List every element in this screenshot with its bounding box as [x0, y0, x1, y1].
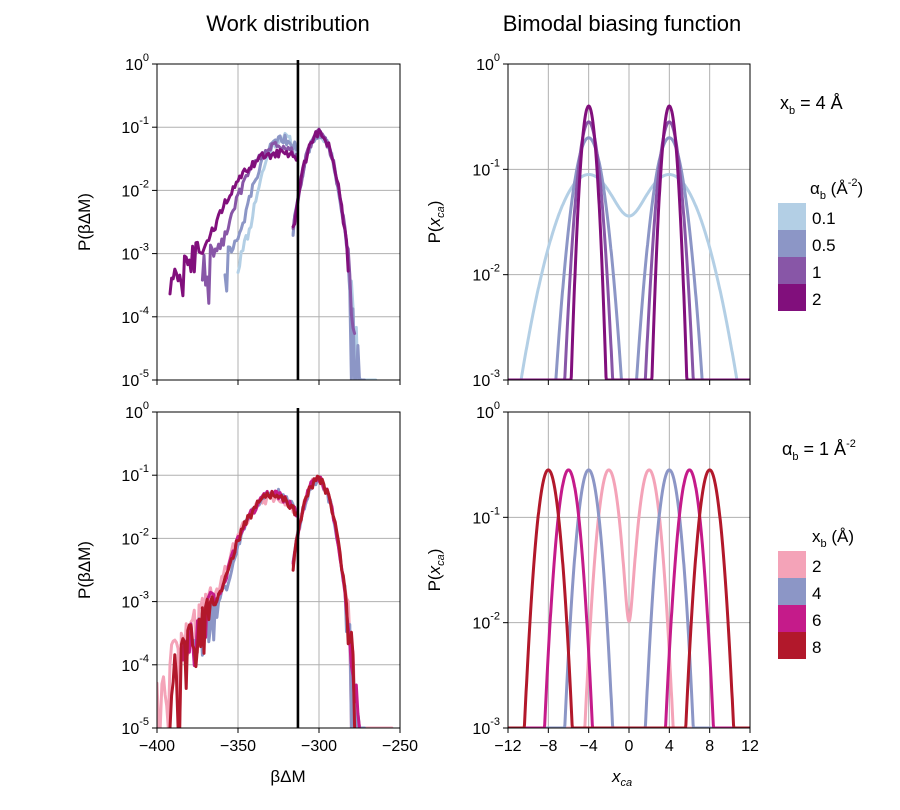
y-tick-label: 10-2 [121, 526, 149, 548]
work-top-y-axis-label: P(βΔM) [75, 193, 94, 251]
legend-swatch [778, 284, 806, 311]
x-tick-label: −300 [301, 738, 337, 755]
legend-entry: 2 [778, 284, 821, 311]
legend-swatch [778, 203, 806, 230]
bias-bottom-series [508, 468, 750, 728]
work-curve-alpha-2-left [168, 148, 298, 298]
legend-swatch [778, 257, 806, 284]
bias-curve-xb-8 [508, 468, 750, 728]
work-bottom-y-axis-label: P(βΔM) [75, 541, 94, 599]
x-tick-label: 12 [741, 738, 759, 755]
right-column-title: Bimodal biasing function [503, 11, 741, 36]
legend-entry: 8 [778, 632, 821, 659]
y-tick-label: 10-3 [472, 716, 500, 738]
x-tick-label: −400 [139, 738, 175, 755]
work-bottom-series [157, 474, 394, 728]
legend-entry: 0.5 [778, 230, 836, 257]
legend-label: 0.1 [812, 209, 836, 228]
work-top-series [168, 127, 378, 380]
legend-label: 2 [812, 557, 821, 576]
bias-curve-xb-6 [508, 468, 750, 728]
x-tick-label: 8 [705, 738, 714, 755]
y-tick-label: 10-5 [121, 716, 149, 738]
biasing-function-bottom-panel: 100 10-1 10-2 10-3−12 −8 −4 0 4 8 12 [472, 400, 759, 755]
xb-legend: xb (Å) 2 4 6 8 [778, 527, 854, 659]
y-tick-label: 10-2 [472, 611, 500, 633]
work-bottom-frame [156, 411, 401, 729]
y-tick-label: 10-2 [472, 263, 500, 285]
alpha-legend: αb (Å-2) 0.1 0.5 1 2 [778, 177, 863, 311]
work-curve-xb-2-right [291, 477, 394, 728]
y-tick-label: 10-1 [472, 505, 500, 527]
y-tick-label: 100 [125, 400, 149, 422]
y-tick-label: 10-1 [121, 115, 149, 137]
x-tick-label: 0 [625, 738, 634, 755]
xca-x-axis-label: xca [611, 767, 632, 789]
y-tick-label: 10-1 [472, 157, 500, 179]
x-tick-label: 4 [665, 738, 674, 755]
x-tick-label: −8 [539, 738, 557, 755]
work-curve-xb-8-right [291, 474, 357, 728]
xca-bottom-y-axis-label: P(xca) [425, 549, 447, 592]
work-x-axis-label: βΔM [270, 767, 305, 786]
xb-legend-title: xb (Å) [812, 527, 854, 550]
work-curve-xb-4-left [191, 487, 298, 657]
work-distribution-bottom-panel: 100 10-1 10-2 10-3 10-4 10-5−400 −350 −300 −250 [121, 400, 418, 755]
left-column-title: Work distribution [206, 11, 369, 36]
y-tick-label: 10-3 [121, 242, 149, 264]
y-tick-label: 10-5 [121, 368, 149, 390]
work-distribution-top-panel: 100 10-1 10-2 10-3 10-4 10-5 [121, 52, 401, 390]
legend-swatch [778, 230, 806, 257]
work-top-frame [156, 63, 401, 381]
xb-annotation: xb = 4 Å [780, 93, 843, 117]
legend-label: 4 [812, 584, 821, 603]
bias-bottom-axes: 100 10-1 10-2 10-3−12 −8 −4 0 4 8 12 [472, 400, 759, 755]
legend-entry: 2 [778, 551, 821, 578]
bias-top-series [508, 104, 750, 380]
legend-swatch [778, 605, 806, 632]
work-curve-xb-8-left [168, 490, 298, 728]
legend-entry: 1 [778, 257, 821, 284]
y-tick-label: 10-4 [121, 653, 149, 675]
y-tick-label: 100 [476, 400, 500, 422]
xca-top-y-axis-label: P(xca) [425, 201, 447, 244]
x-tick-label: −250 [382, 738, 418, 755]
work-curve-alpha-2-right [291, 128, 350, 273]
y-tick-label: 100 [476, 52, 500, 74]
x-tick-label: −12 [494, 738, 521, 755]
bias-curve-xb-2 [508, 468, 750, 728]
bias-bottom-frame [507, 411, 751, 729]
alpha-annotation: αb = 1 Å-2 [782, 438, 856, 463]
legend-entry: 6 [778, 605, 821, 632]
legend-entry: 0.1 [778, 203, 836, 230]
legend-label: 6 [812, 611, 821, 630]
y-tick-label: 10-3 [121, 590, 149, 612]
biasing-function-top-panel: 100 10-1 10-2 10-3 [472, 52, 751, 390]
legend-label: 0.5 [812, 236, 836, 255]
work-curve-alpha-0-5-left [223, 133, 298, 293]
legend-label: 8 [812, 638, 821, 657]
y-tick-label: 10-3 [472, 368, 500, 390]
work-top-axes: 100 10-1 10-2 10-3 10-4 10-5 [121, 52, 401, 390]
bias-curve-alpha-0-1 [508, 173, 750, 380]
legend-swatch [778, 632, 806, 659]
legend-swatch [778, 551, 806, 578]
x-tick-label: −4 [580, 738, 598, 755]
y-tick-label: 10-1 [121, 463, 149, 485]
y-tick-label: 10-2 [121, 178, 149, 200]
alpha-legend-title: αb (Å-2) [810, 177, 863, 202]
legend-entry: 4 [778, 578, 821, 605]
legend-label: 1 [812, 263, 821, 282]
legend-swatch [778, 578, 806, 605]
legend-label: 2 [812, 290, 821, 309]
y-tick-label: 10-4 [121, 305, 149, 327]
x-tick-label: −350 [220, 738, 256, 755]
y-tick-label: 100 [125, 52, 149, 74]
bias-top-frame [507, 63, 751, 381]
